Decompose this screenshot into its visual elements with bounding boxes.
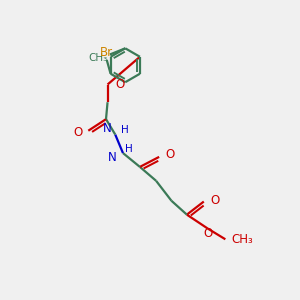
Text: O: O bbox=[165, 148, 175, 161]
Text: Br: Br bbox=[100, 46, 113, 59]
Text: O: O bbox=[73, 126, 82, 139]
Text: O: O bbox=[210, 194, 219, 206]
Text: CH₃: CH₃ bbox=[88, 53, 108, 63]
Text: H: H bbox=[125, 144, 133, 154]
Text: H: H bbox=[122, 125, 129, 135]
Text: O: O bbox=[115, 78, 124, 91]
Text: N: N bbox=[103, 122, 111, 135]
Text: N: N bbox=[108, 151, 117, 164]
Text: CH₃: CH₃ bbox=[232, 233, 253, 246]
Text: O: O bbox=[203, 226, 212, 240]
